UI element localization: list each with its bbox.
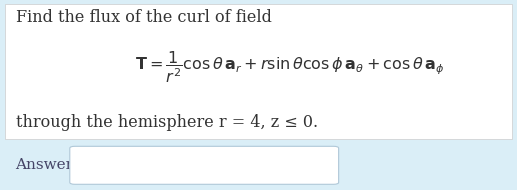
Text: $\mathbf{T} = \dfrac{1}{r^2}\cos\theta\,\mathbf{a}_r + r\sin\theta\cos\phi\,\mat: $\mathbf{T} = \dfrac{1}{r^2}\cos\theta\,… <box>135 50 444 85</box>
FancyBboxPatch shape <box>70 146 339 184</box>
Text: through the hemisphere r = 4, z ≤ 0.: through the hemisphere r = 4, z ≤ 0. <box>16 114 317 131</box>
Text: Find the flux of the curl of field: Find the flux of the curl of field <box>16 9 271 25</box>
Text: Answer:: Answer: <box>16 158 79 172</box>
FancyBboxPatch shape <box>5 4 512 139</box>
